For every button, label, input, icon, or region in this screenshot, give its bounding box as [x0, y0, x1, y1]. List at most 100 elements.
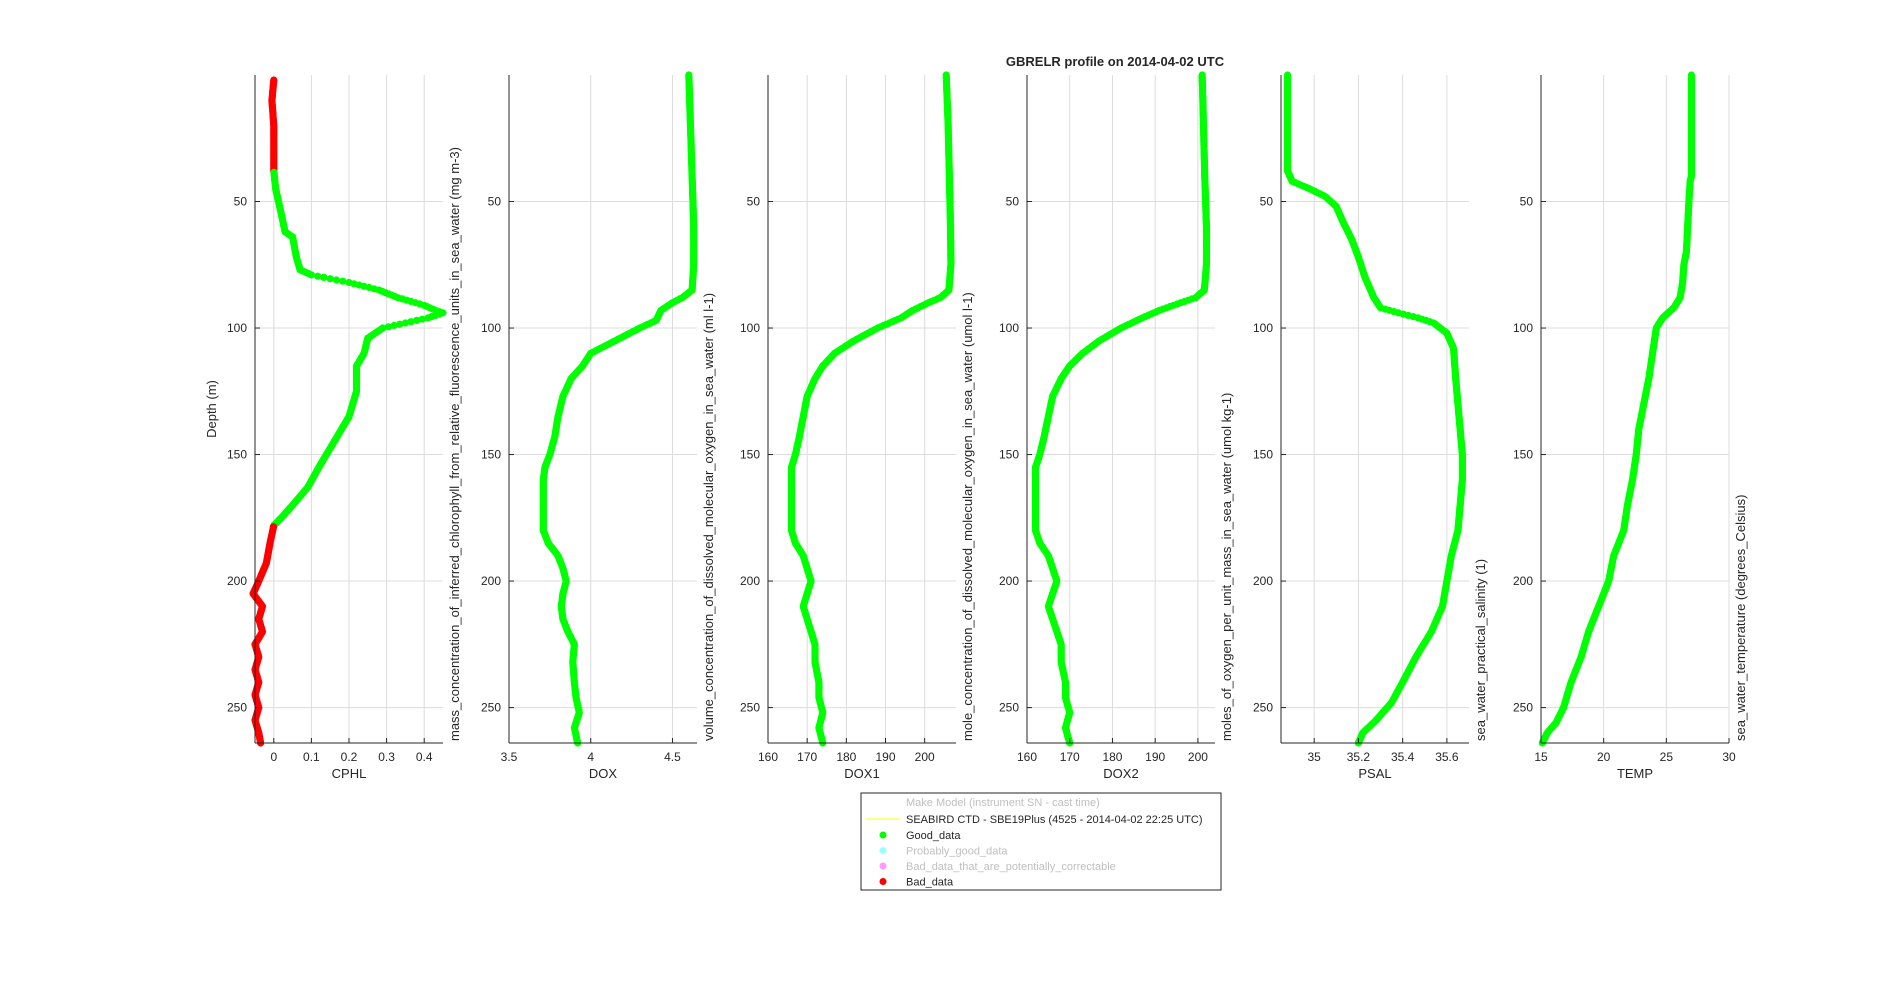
y-tick-label: 50 — [747, 195, 761, 209]
y-tick-label: 150 — [227, 448, 247, 462]
y-tick-label: 200 — [1253, 574, 1273, 588]
data-point — [384, 323, 393, 331]
y-tick-label: 250 — [227, 701, 247, 715]
x-tick-label: 35.4 — [1391, 750, 1415, 764]
y-tick-label: 100 — [999, 321, 1019, 335]
y-tick-label: 250 — [740, 701, 760, 715]
legend-item-label: Good_data — [906, 830, 961, 842]
side-label: mass_concentration_of_inferred_chlorophy… — [447, 147, 462, 741]
y-tick-label: 150 — [740, 448, 760, 462]
y-tick-label: 250 — [481, 701, 501, 715]
y-tick-label: 150 — [481, 448, 501, 462]
data-point — [401, 319, 409, 327]
y-tick-label: 100 — [481, 321, 501, 335]
data-point — [407, 318, 415, 326]
x-tick-label: 190 — [875, 750, 895, 764]
panel-temp: 15 20 25 30 50 100 150 200 250 TEMP sea_water_temp… — [1513, 71, 1748, 781]
side-label: sea_water_practical_salinity (1) — [1473, 559, 1488, 741]
data-point — [339, 277, 347, 285]
y-tick-label: 200 — [999, 574, 1019, 588]
legend-marker — [879, 878, 887, 885]
legend-marker — [879, 847, 887, 854]
legend-marker — [879, 862, 887, 870]
data-point — [314, 272, 322, 280]
y-tick-label: 150 — [1513, 448, 1533, 462]
panels: 0 0.1 0.2 0.3 0.4 50 100 150 200 250 CPHL mass_conc… — [204, 71, 1748, 781]
y-tick-label: 150 — [1253, 448, 1273, 462]
y-tick-label: 100 — [227, 321, 247, 335]
panel-dox: 3.5 4 4.5 50 100 150 200 250 DOX volume_concentra… — [481, 71, 716, 781]
x-axis-label: PSAL — [1358, 766, 1391, 781]
x-tick-label: 180 — [836, 750, 856, 764]
y-tick-label: 150 — [999, 448, 1019, 462]
legend-item-label: Probably_good_data — [906, 846, 1008, 858]
y-tick-label: 200 — [227, 574, 247, 588]
legend-marker — [879, 831, 887, 839]
panel-dox1: 160 170 180 190 200 50 100 150 200 250 DOX1 mole_co… — [740, 71, 975, 781]
x-tick-label: 200 — [1188, 750, 1208, 764]
y-tick-label: 200 — [1513, 574, 1533, 588]
data-point — [332, 276, 341, 284]
side-label: moles_of_oxygen_per_unit_mass_in_sea_wat… — [1219, 393, 1234, 741]
x-axis-label: TEMP — [1617, 766, 1653, 781]
x-tick-label: 0.3 — [378, 750, 395, 764]
legend-item-label: Bad_data — [906, 877, 954, 889]
data-point — [326, 275, 334, 283]
y-tick-label: 100 — [740, 321, 760, 335]
x-axis-label: DOX — [589, 766, 618, 781]
legend: Make Model (instrument SN - cast time) S… — [860, 792, 1222, 891]
data-points — [1284, 71, 1466, 747]
legend-items: Good_data Probably_good_data Bad_data_that… — [879, 830, 1116, 889]
y-axis-label: Depth (m) — [204, 380, 219, 438]
x-tick-label: 25 — [1660, 750, 1674, 764]
x-tick-label: 0.4 — [416, 750, 433, 764]
x-tick-label: 190 — [1145, 750, 1165, 764]
y-tick-label: 50 — [234, 195, 248, 209]
x-tick-label: 30 — [1722, 750, 1736, 764]
side-label: mole_concentration_of_dissolved_molecula… — [960, 292, 975, 741]
figure-title: GBRELR profile on 2014-04-02 UTC — [1006, 54, 1225, 69]
side-label: volume_concentration_of_dissolved_molecu… — [701, 293, 716, 741]
y-tick-label: 200 — [481, 574, 501, 588]
panel-cphl: 0 0.1 0.2 0.3 0.4 50 100 150 200 250 CPHL mass_conc… — [204, 75, 462, 781]
x-tick-label: 4.5 — [664, 750, 681, 764]
y-tick-label: 50 — [1006, 195, 1020, 209]
data-point — [320, 273, 328, 281]
legend-instrument: SEABIRD CTD - SBE19Plus (4525 - 2014-04-… — [906, 814, 1203, 826]
x-tick-label: 170 — [797, 750, 817, 764]
y-tick-label: 50 — [1260, 195, 1274, 209]
x-tick-label: 160 — [758, 750, 778, 764]
legend-item-label: Bad_data_that_are_potentially_correctabl… — [906, 861, 1116, 873]
y-tick-label: 100 — [1513, 321, 1533, 335]
x-tick-label: 170 — [1060, 750, 1080, 764]
data-points — [787, 71, 955, 747]
y-tick-label: 250 — [1513, 701, 1533, 715]
data-point — [424, 314, 432, 322]
y-tick-label: 100 — [1253, 321, 1273, 335]
x-tick-label: 35 — [1307, 750, 1321, 764]
y-tick-label: 50 — [488, 195, 502, 209]
x-tick-label: 160 — [1017, 750, 1037, 764]
panel-psal: 35 35.2 35.4 35.6 50 100 150 200 250 PSAL sea_wate… — [1253, 71, 1488, 781]
data-point — [307, 271, 315, 279]
legend-title: Make Model (instrument SN - cast time) — [906, 797, 1100, 809]
y-tick-label: 50 — [1520, 195, 1534, 209]
x-tick-label: 15 — [1534, 750, 1548, 764]
data-point — [396, 320, 404, 328]
side-label: sea_water_temperature (degrees_Celsius) — [1733, 495, 1748, 741]
panel-dox2: 160 170 180 190 200 50 100 150 200 250 DOX2 moles_o… — [999, 71, 1234, 781]
x-tick-label: 20 — [1597, 750, 1611, 764]
x-tick-label: 200 — [915, 750, 935, 764]
x-tick-label: 35.2 — [1347, 750, 1371, 764]
x-tick-label: 0.1 — [303, 750, 320, 764]
legend-box — [860, 792, 1222, 891]
x-tick-label: 0 — [270, 750, 277, 764]
data-points — [1538, 71, 1695, 747]
data-point — [413, 316, 421, 324]
x-axis-label: CPHL — [332, 766, 367, 781]
x-axis-label: DOX2 — [1103, 766, 1138, 781]
data-points — [249, 76, 447, 747]
x-tick-label: 3.5 — [501, 750, 518, 764]
x-tick-label: 0.2 — [341, 750, 358, 764]
